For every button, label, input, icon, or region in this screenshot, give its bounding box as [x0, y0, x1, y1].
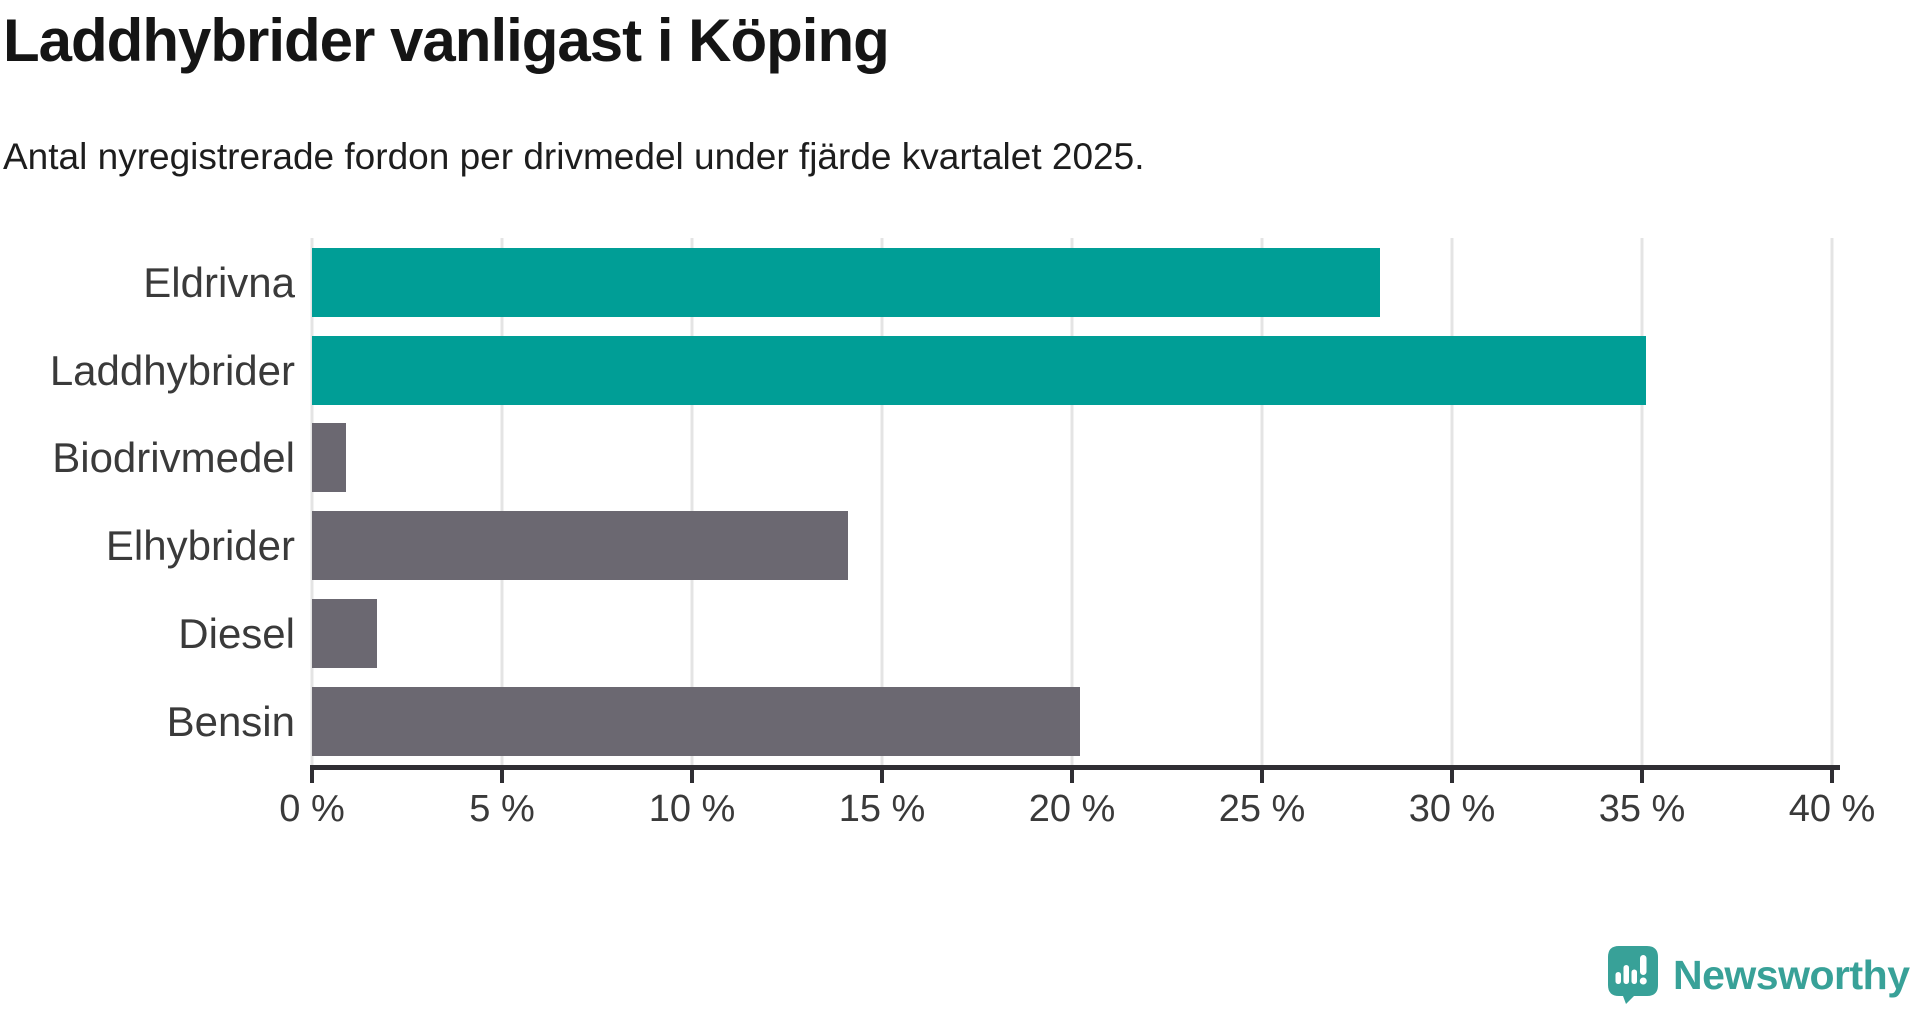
x-axis-tick-40 [1830, 770, 1834, 783]
bar-bensin [312, 686, 1080, 756]
x-axis-tick-20 [1070, 770, 1074, 783]
bar-elhybrider [312, 511, 848, 581]
x-tick-label: 20 % [1028, 788, 1116, 830]
category-label: Diesel [178, 609, 295, 657]
bar-laddhybrider [312, 335, 1646, 405]
category-label: Bensin [166, 697, 295, 745]
x-axis-tick-35 [1640, 770, 1644, 783]
x-axis-tick-15 [880, 770, 884, 783]
gridline-25 [1260, 238, 1264, 765]
newsworthy-logo: Newsworthy [1608, 946, 1910, 1004]
gridline-15 [880, 238, 884, 765]
x-axis-tick-0 [310, 770, 314, 783]
bar-row: Bensin [167, 686, 1832, 756]
gridline-35 [1640, 238, 1644, 765]
x-axis-tick-10 [690, 770, 694, 783]
x-tick-label: 0 % [279, 788, 345, 830]
x-axis-tick-25 [1260, 770, 1264, 783]
x-tick-label: 10 % [648, 788, 736, 830]
plot-area: Eldrivna Laddhybrider Biodrivmedel Elhybrid… [50, 238, 1875, 830]
bar-row: Biodrivmedel [52, 423, 1832, 493]
x-axis-line [310, 765, 1840, 770]
bar-diesel [312, 598, 377, 668]
x-axis-tick-5 [500, 770, 504, 783]
x-tick-label: 5 % [469, 788, 535, 830]
gridline-0 [310, 238, 314, 765]
x-tick-label: 25 % [1218, 788, 1306, 830]
bar-eldrivna [312, 248, 1380, 317]
bar-row: Laddhybrider [50, 335, 1832, 405]
category-label: Biodrivmedel [52, 434, 295, 482]
newsworthy-logo-text: Newsworthy [1673, 951, 1910, 998]
bar-row: Diesel [178, 598, 1832, 668]
chart-title: Laddhybrider vanligast i Köping [3, 7, 890, 74]
gridline-30 [1450, 238, 1454, 765]
x-tick-label: 40 % [1788, 788, 1876, 830]
gridline-40 [1830, 238, 1834, 765]
bar-row: Elhybrider [106, 511, 1832, 581]
category-label: Eldrivna [143, 259, 295, 306]
x-tick-label: 35 % [1598, 788, 1686, 830]
x-tick-label: 15 % [838, 788, 926, 830]
bar-biodrivmedel [312, 423, 347, 493]
bar-row: Eldrivna [143, 248, 1832, 317]
x-axis-tick-30 [1450, 770, 1454, 783]
chart-subtitle: Antal nyregistrerade fordon per drivmede… [3, 136, 1145, 177]
category-label: Laddhybrider [49, 346, 295, 394]
x-tick-label: 30 % [1408, 788, 1496, 830]
gridline-20 [1070, 238, 1074, 765]
category-label: Elhybrider [105, 522, 295, 570]
gridline-5 [500, 238, 504, 765]
gridline-10 [690, 238, 694, 765]
newsworthy-logo-icon [1608, 946, 1658, 1004]
